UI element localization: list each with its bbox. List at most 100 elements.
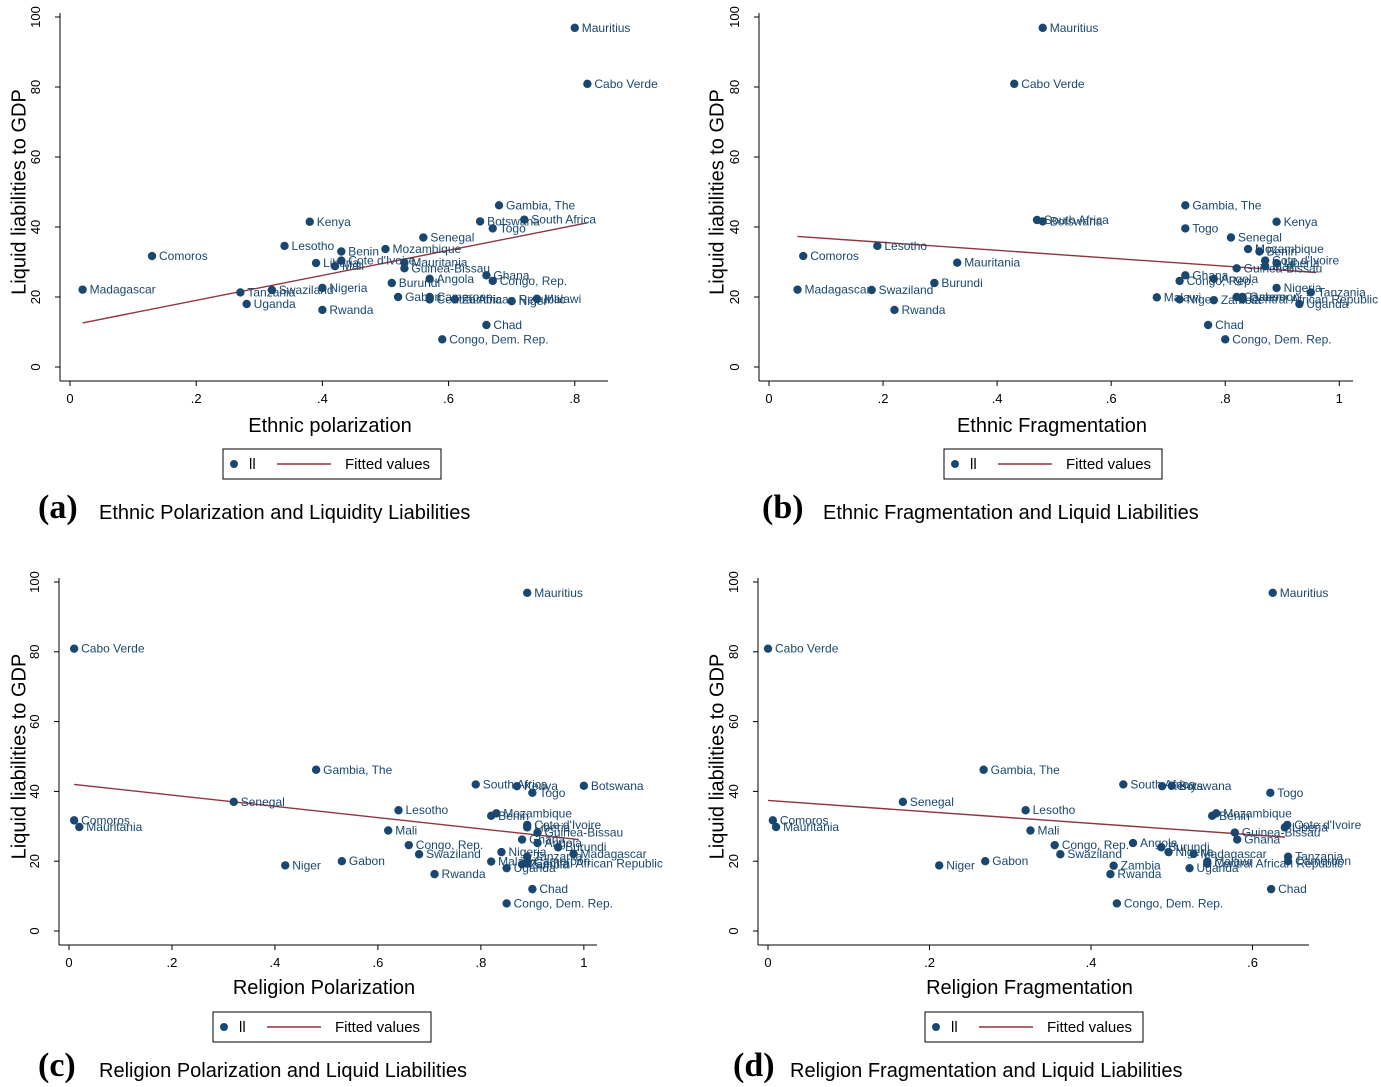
x-tick-label: .2 — [191, 391, 202, 406]
data-point-label: Swaziland — [279, 283, 334, 297]
data-point-label: Comoros — [780, 813, 829, 827]
data-point — [1272, 217, 1281, 226]
data-point — [898, 797, 908, 807]
data-point — [419, 233, 428, 242]
data-point-label: Cabo Verde — [594, 77, 658, 91]
data-point — [387, 278, 396, 288]
data-point-label: Cote d'Ivoire — [348, 254, 415, 268]
data-point — [1038, 23, 1047, 33]
data-point — [553, 843, 563, 852]
legend-box — [212, 1011, 432, 1043]
data-point-label: Angola — [1140, 836, 1178, 850]
data-point — [497, 847, 506, 857]
y-tick-label: 100 — [28, 6, 43, 28]
data-point — [1119, 780, 1128, 789]
data-point — [569, 849, 578, 859]
data-point — [330, 262, 340, 271]
y-tick-label: 60 — [727, 150, 742, 164]
data-point-label: Malawi — [544, 292, 581, 306]
panel-caption: Ethnic Polarization and Liquidity Liabil… — [99, 502, 470, 524]
data-point-label: Gabon — [349, 854, 385, 868]
data-point — [1280, 823, 1290, 832]
chart-panel-2: 0 20 40 60 80 100 0 .2 .4 .6 .8 1 Liquid liabilities… — [706, 6, 1378, 526]
data-point — [69, 644, 79, 653]
x-tick-label: 1 — [580, 955, 587, 970]
data-point-label: South Africa — [1044, 213, 1109, 227]
data-point-label: Gambia, The — [323, 763, 392, 777]
data-point-label: Chad — [1278, 882, 1307, 896]
data-point — [425, 274, 434, 283]
data-point — [517, 860, 527, 869]
y-tick-label: 60 — [28, 150, 43, 164]
data-point-label: Cote d'Ivoire — [1272, 254, 1339, 268]
legend-box — [943, 448, 1163, 480]
data-point-label: Benin — [1219, 809, 1250, 823]
data-point — [1157, 843, 1166, 852]
data-point — [242, 299, 251, 309]
legend-label-fitted: Fitted values — [1047, 1019, 1132, 1036]
x-tick-label: .2 — [924, 955, 935, 970]
x-tick-label: .2 — [878, 391, 889, 406]
data-point-label: Mauritania — [411, 256, 467, 270]
data-point — [793, 285, 802, 294]
data-point-label: Senegal — [910, 795, 954, 809]
data-point-label: Cameroon — [1244, 290, 1300, 304]
data-point — [1050, 840, 1059, 850]
data-point-label: Angola — [545, 836, 583, 850]
data-point-label: Liberia — [534, 820, 570, 834]
data-point-label: Ghana — [1192, 268, 1228, 282]
y-tick-label: 80 — [726, 645, 741, 659]
data-point — [1152, 293, 1162, 302]
data-point-label: Gambia, The — [991, 763, 1060, 777]
x-tick-label: .4 — [317, 391, 328, 406]
data-point-label: Lesotho — [884, 239, 927, 253]
data-point-label: Cameroon — [437, 290, 493, 304]
data-point — [528, 788, 537, 797]
data-point — [1056, 850, 1065, 859]
data-point-label: Central African Republic — [437, 292, 566, 306]
data-point-label: Mali — [395, 823, 417, 837]
data-point — [311, 765, 321, 774]
y-tick-label: 40 — [726, 784, 741, 798]
data-point-label: Mauritania — [86, 820, 142, 834]
y-tick-label: 20 — [27, 854, 42, 868]
data-point-label: Swaziland — [426, 847, 481, 861]
data-point-label: Angola — [1221, 272, 1259, 286]
data-point — [1268, 588, 1277, 598]
data-point — [267, 285, 277, 295]
legend-marker — [932, 1023, 940, 1031]
data-point — [1266, 884, 1276, 894]
data-point — [507, 297, 516, 306]
data-point — [394, 806, 403, 815]
data-point — [935, 861, 944, 870]
data-point-label: Gambia, The — [1192, 198, 1261, 212]
y-tick-label: 60 — [27, 714, 42, 728]
legend-label-ll: ll — [249, 456, 256, 473]
data-point — [763, 644, 773, 653]
data-point-label: Mozambique — [392, 242, 461, 256]
data-point-label: Mauritania — [783, 820, 839, 834]
data-point-label: Congo, Dem. Rep. — [1232, 332, 1331, 346]
data-point — [450, 295, 460, 304]
data-point — [318, 305, 327, 315]
y-tick-label: 0 — [726, 927, 741, 934]
data-point-label: Mali — [1037, 823, 1059, 837]
data-point-label: Mozambique — [503, 806, 572, 820]
data-point — [486, 857, 496, 866]
x-tick-label: 0 — [764, 955, 771, 970]
data-point-label: Cabo Verde — [81, 642, 145, 656]
legend-marker — [230, 460, 238, 468]
data-point — [502, 863, 511, 873]
data-point — [305, 217, 314, 226]
data-point-label: Central African Republic — [1214, 857, 1343, 871]
data-point — [488, 224, 497, 233]
data-point-label: Benin — [348, 245, 379, 259]
y-tick-label: 60 — [726, 714, 741, 728]
data-point — [1157, 781, 1167, 791]
data-point-label: Swaziland — [1067, 847, 1122, 861]
panel-caption: Ethnic Fragmentation and Liquid Liabilit… — [823, 502, 1199, 524]
data-point — [1238, 295, 1247, 304]
data-point — [1230, 828, 1239, 837]
data-point-label: Niger — [1187, 292, 1216, 306]
